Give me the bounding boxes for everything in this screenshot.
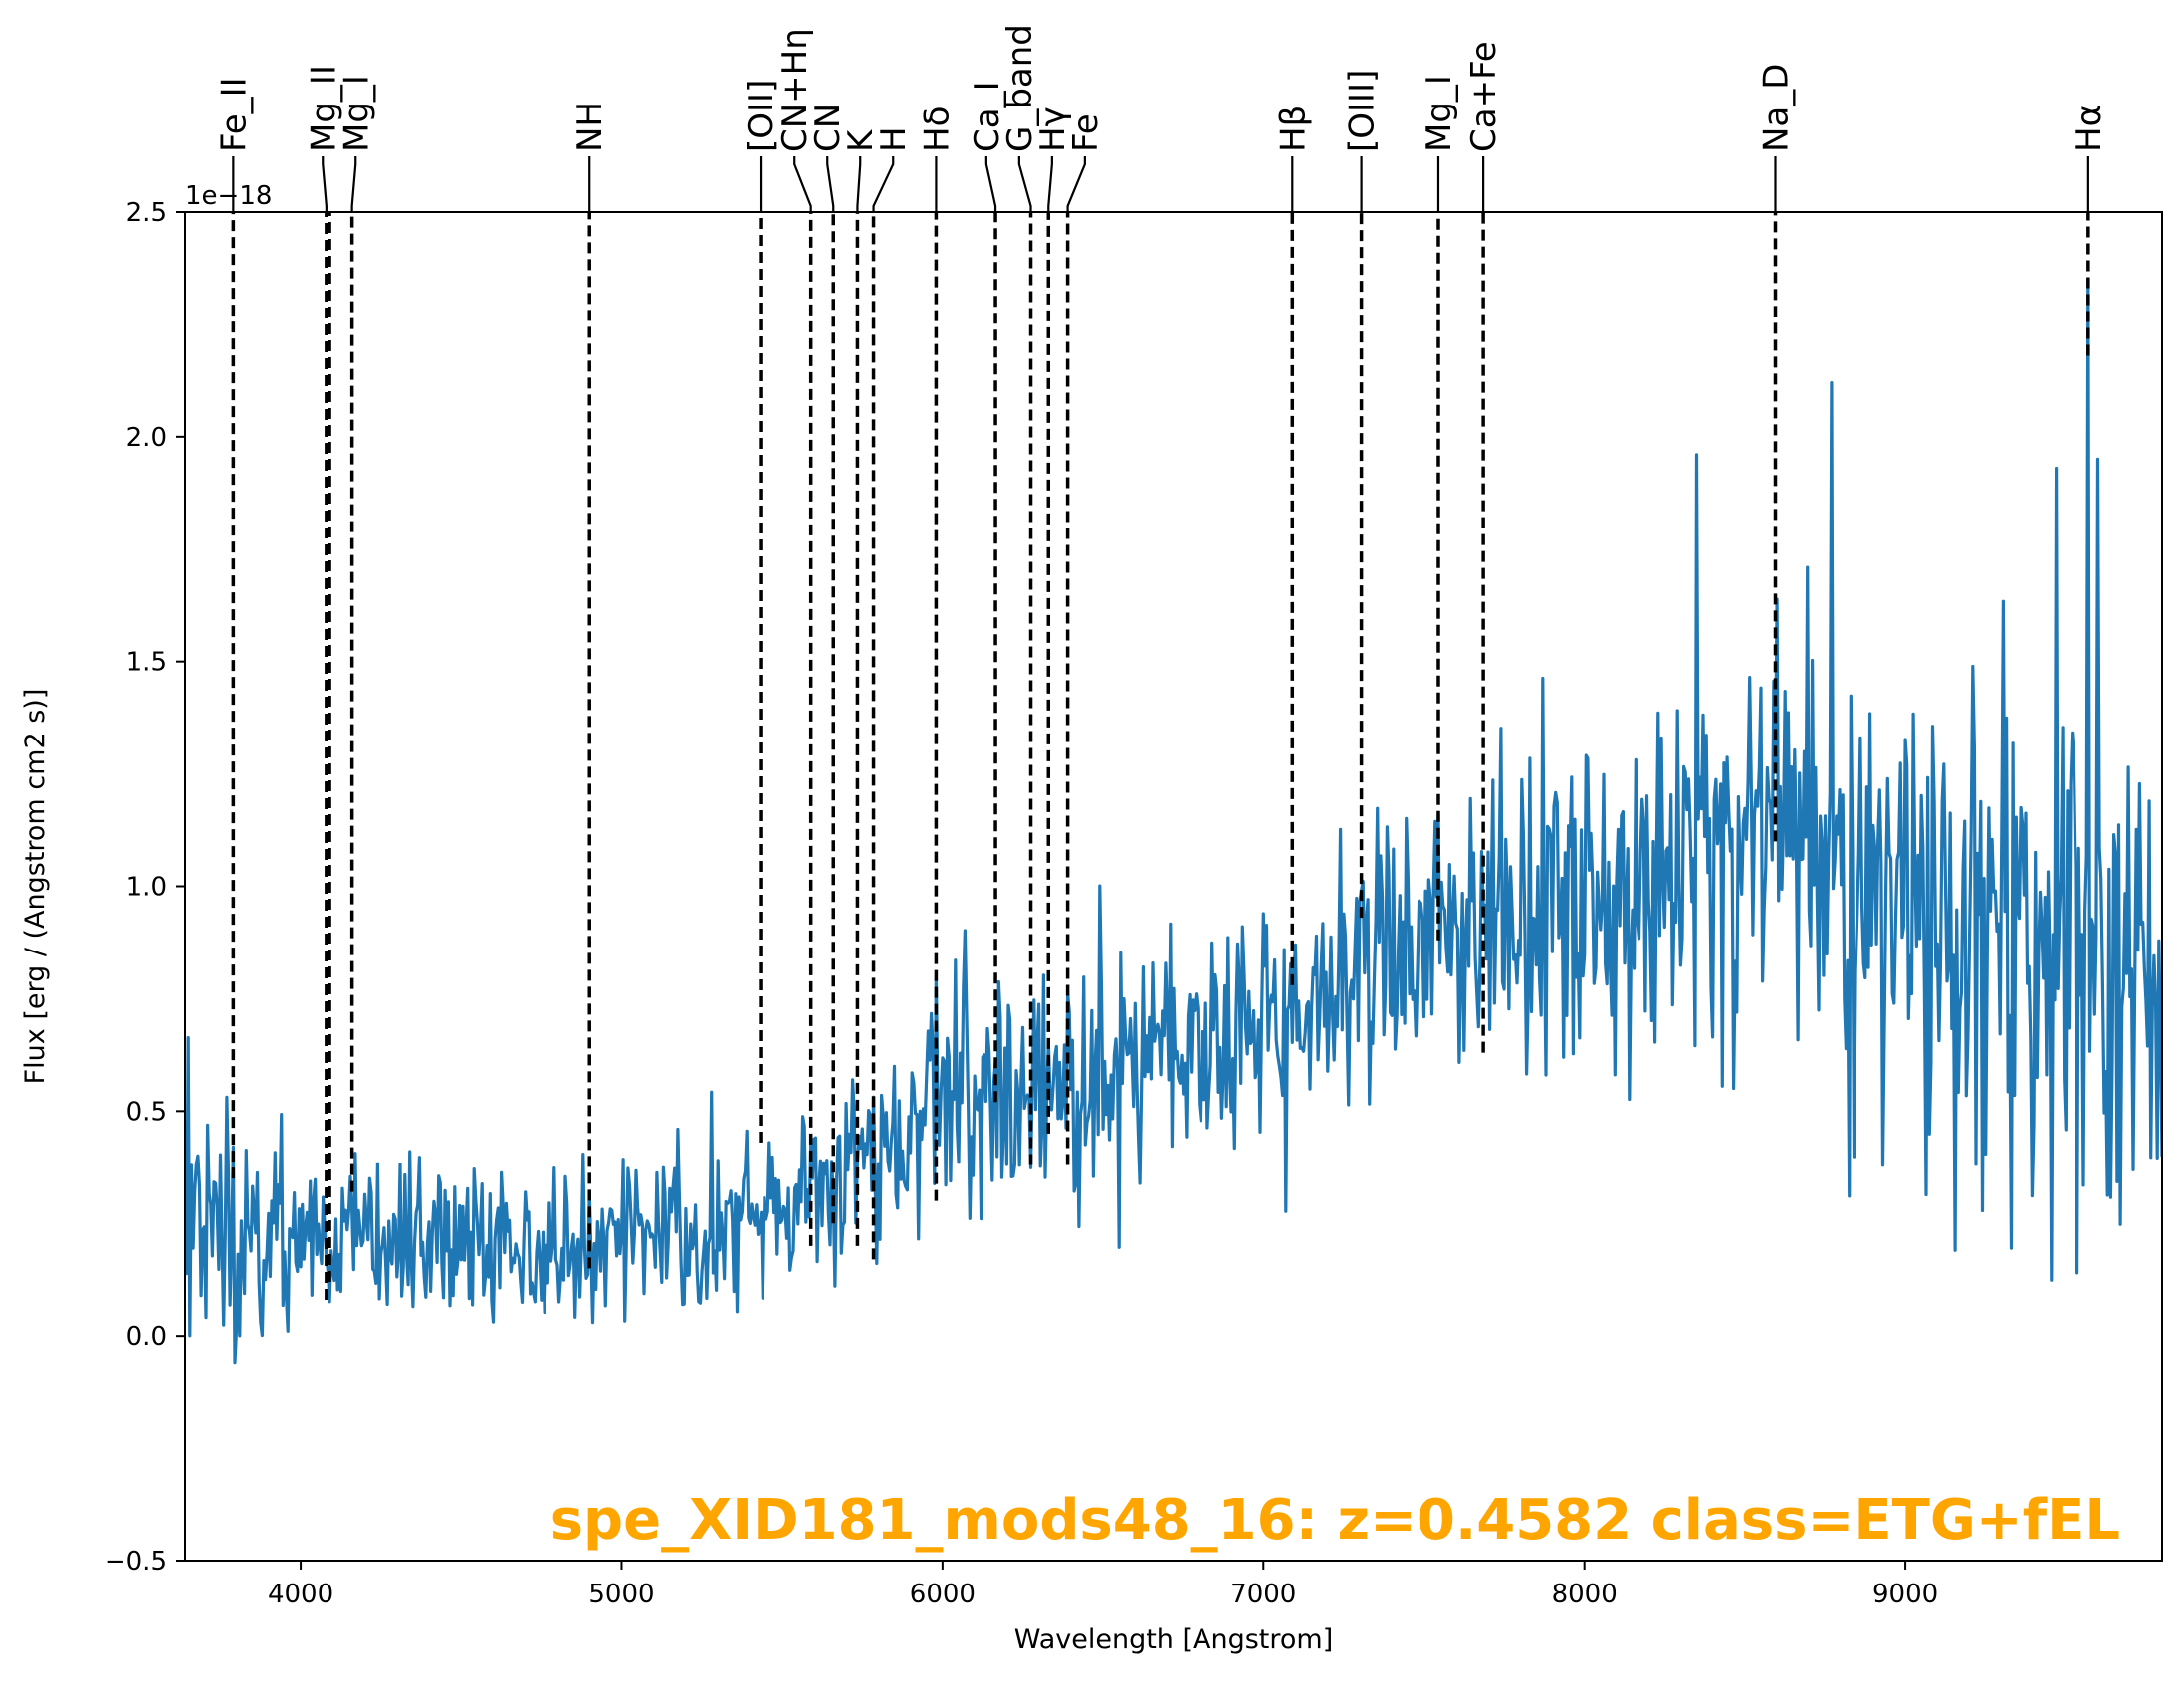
line-label-1: Mg_II (304, 65, 343, 152)
line-label-11: Ca_I (968, 81, 1007, 152)
x-axis-ticks: 4000 5000 6000 7000 8000 9000 (268, 1561, 1938, 1609)
y-tick-label-0: −0.5 (105, 1547, 167, 1577)
line-label-0: Fe_II (214, 77, 254, 152)
line-label-18: Ca+Fe (1464, 41, 1504, 152)
line-connector-11 (984, 156, 997, 212)
x-tick-label-3: 7000 (1230, 1580, 1296, 1609)
y-tick-label-2: 0.5 (126, 1097, 167, 1127)
line-label-10: Hδ (917, 106, 957, 152)
x-tick-label-4: 8000 (1552, 1580, 1618, 1609)
spectrum-line (185, 278, 2162, 1365)
y-tick-label-1: 0.0 (126, 1322, 167, 1352)
line-connector-3 (350, 156, 357, 212)
line-label-8: K (841, 128, 881, 152)
line-label-16: [OIII] (1343, 70, 1383, 152)
spectrum-layer (185, 278, 2162, 1365)
line-connector-1 (322, 156, 328, 212)
line-label-13: Hγ (1033, 106, 1073, 152)
line-label-14: Fe (1066, 113, 1106, 152)
y-axis-ticks: −0.5 0.0 0.5 1.0 1.5 2.0 2.5 (105, 198, 185, 1577)
line-label-17: Mg_I (1420, 75, 1459, 152)
line-connector-7 (826, 156, 835, 212)
line-label-3: Mg_I (336, 75, 376, 152)
line-label-12: G_band (1000, 24, 1040, 152)
line-label-15: Hβ (1273, 106, 1313, 152)
line-label-6: CN+Hη (775, 28, 815, 152)
y-tick-label-4: 1.5 (126, 648, 167, 678)
line-label-20: Hα (2070, 105, 2109, 152)
line-connector-9 (872, 156, 895, 212)
y-tick-label-5: 2.0 (126, 423, 167, 453)
line-connector-8 (856, 156, 862, 212)
line-connector-14 (1066, 156, 1086, 212)
y-axis-label: Flux [erg / (Angstrom cm2 s)] (20, 689, 51, 1085)
line-label-9: H (874, 126, 914, 152)
line-label-5: [OII] (742, 80, 781, 152)
line-connector-6 (793, 156, 812, 212)
x-tick-label-1: 5000 (588, 1580, 654, 1609)
line-label-19: Na_D (1757, 64, 1797, 152)
x-axis-label: Wavelength [Angstrom] (1014, 1624, 1334, 1655)
x-tick-label-2: 6000 (910, 1580, 976, 1609)
y-tick-label-6: 2.5 (126, 198, 167, 228)
line-connector-13 (1047, 156, 1053, 212)
line-connector-12 (1017, 156, 1032, 212)
line-label-7: CN (808, 104, 848, 152)
x-tick-label-5: 9000 (1872, 1580, 1938, 1609)
spectrum-annotation: spe_XID181_mods48_16: z=0.4582 class=ETG… (550, 1488, 2120, 1553)
y-offset-label: 1e−18 (185, 181, 272, 211)
x-tick-label-0: 4000 (268, 1580, 333, 1609)
line-label-4: NH (570, 102, 610, 152)
y-tick-label-3: 1.0 (126, 873, 167, 903)
